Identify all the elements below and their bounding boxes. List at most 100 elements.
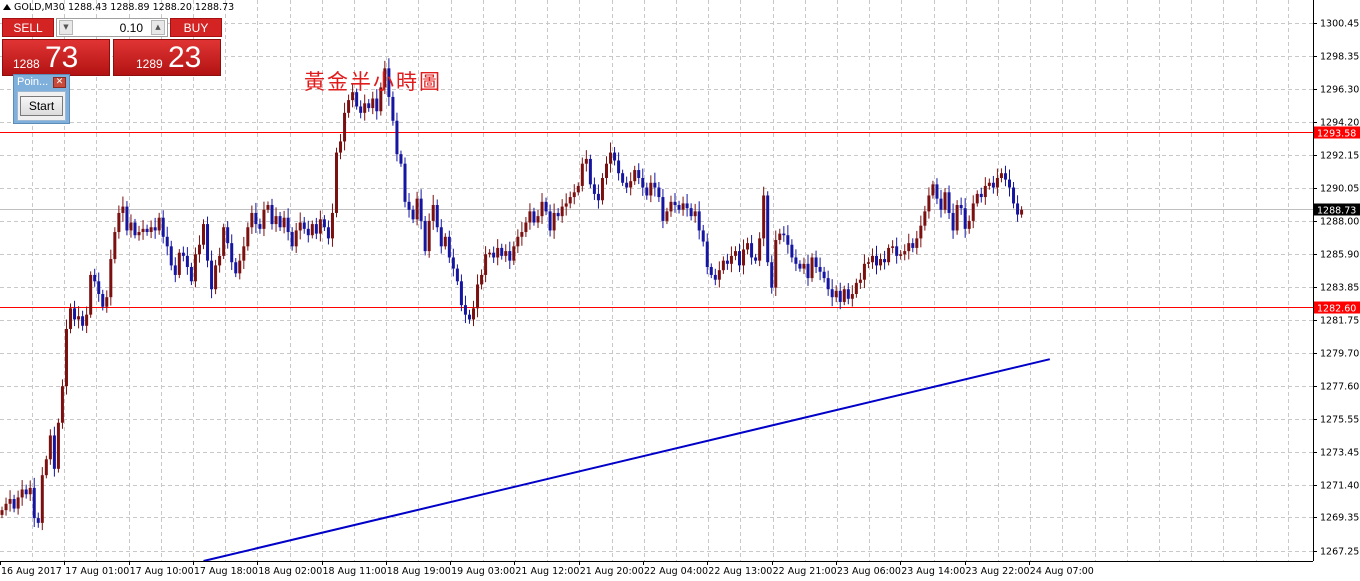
candle-body (387, 68, 391, 97)
candle-body (959, 205, 963, 209)
candle-body (149, 227, 153, 233)
y-tick-label: 1285.90 (1320, 250, 1359, 261)
buy-price-big: 23 (168, 41, 202, 74)
candle-body (347, 100, 351, 113)
candle-body (758, 238, 762, 261)
candle-body (516, 236, 520, 247)
candle-body (915, 238, 919, 248)
ea-window-body: Start (17, 91, 66, 121)
candle-body (733, 251, 737, 256)
x-tick-label: 22 Aug 13:00 (708, 566, 772, 577)
sell-button[interactable]: SELL (2, 18, 54, 37)
candle-body (443, 236, 447, 247)
candle-body (818, 266, 822, 272)
x-tick-label: 17 Aug 18:00 (194, 566, 258, 577)
candle-body (814, 257, 818, 267)
candle-body (439, 227, 443, 247)
candle-body (218, 255, 222, 266)
candle-body (580, 163, 584, 186)
candle-body (141, 228, 145, 233)
trendlines[interactable] (111, 0, 1051, 562)
candle-body (73, 308, 77, 320)
candle-body (838, 290, 842, 302)
candle-body (60, 386, 64, 423)
candle-body (52, 435, 56, 469)
level-price-tag (1314, 301, 1360, 314)
candle-body (355, 92, 359, 107)
candle-body (463, 305, 467, 315)
candle-body (536, 216, 540, 223)
candle-body (834, 290, 838, 298)
candle-body (484, 254, 488, 275)
y-tick-label: 1279.70 (1320, 349, 1359, 360)
candle-body (254, 212, 258, 225)
candle-body (810, 257, 814, 279)
triangle-down-icon[interactable]: ▼ (59, 20, 73, 35)
candle-body (375, 98, 379, 112)
candle-body (310, 224, 314, 236)
candle-body (705, 241, 709, 267)
candle-body (641, 177, 645, 188)
candle-body (161, 217, 165, 237)
candle-body (314, 224, 318, 234)
lot-size-input[interactable] (77, 20, 147, 35)
candle-body (774, 239, 778, 288)
candle-body (858, 279, 862, 283)
candle-body (943, 192, 947, 210)
candle-body (153, 227, 157, 231)
candle-body (4, 503, 8, 511)
x-tick-label: 17 Aug 01:00 (65, 566, 129, 577)
candle-body (262, 209, 266, 229)
candle-body (363, 103, 367, 113)
candle-body (411, 209, 415, 220)
sell-price-button[interactable]: 1288 73 (2, 39, 110, 76)
candle-body (28, 487, 32, 495)
triangle-up-icon[interactable]: ▲ (151, 20, 165, 35)
candle-body (870, 255, 874, 263)
candle-body (681, 203, 685, 210)
candle-body (725, 260, 729, 264)
candle-body (875, 255, 879, 266)
candle-body (480, 274, 484, 285)
candle-body (177, 252, 181, 275)
close-icon[interactable]: ✕ (53, 77, 66, 88)
candle-body (770, 262, 774, 288)
trendline (203, 358, 1051, 562)
candle-body (605, 163, 608, 178)
candle-body (339, 141, 343, 153)
candle-body (258, 224, 262, 229)
candle-body (326, 227, 330, 239)
y-tick-label: 1283.85 (1320, 283, 1359, 294)
candle-body (476, 284, 480, 309)
candle-body (274, 216, 278, 225)
candle-body (238, 260, 242, 274)
candle-body (290, 232, 294, 247)
lot-size-stepper[interactable]: ▼ ▲ (56, 18, 168, 37)
candle-body (661, 197, 665, 221)
points-ea-window[interactable]: Poin... ✕ Start (13, 74, 70, 124)
candle-body (230, 243, 234, 263)
horizontal-levels[interactable] (0, 132, 1313, 308)
candle-body (592, 184, 596, 194)
candle-body (1003, 173, 1007, 180)
candle-body (399, 154, 403, 164)
buy-price-button[interactable]: 1289 23 (113, 39, 221, 76)
buy-button[interactable]: BUY (170, 18, 222, 37)
candle-body (488, 252, 492, 255)
candle-body (318, 219, 322, 234)
candle-body (226, 227, 230, 244)
candle-body (588, 158, 592, 185)
candle-body (685, 203, 689, 209)
candle-body (306, 228, 310, 236)
candle-body (97, 281, 101, 295)
y-tick-label: 1271.40 (1320, 481, 1359, 492)
candle-body (359, 106, 363, 113)
candle-body (109, 259, 113, 298)
candle-body (214, 265, 218, 290)
start-button[interactable]: Start (20, 96, 63, 116)
candle-body (794, 257, 798, 264)
candle-body (44, 459, 48, 476)
x-tick-label: 21 Aug 12:00 (515, 566, 579, 577)
